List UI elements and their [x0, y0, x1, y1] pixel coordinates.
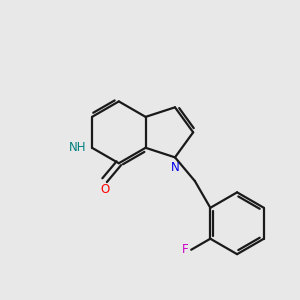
- Text: NH: NH: [69, 141, 87, 154]
- Text: F: F: [182, 243, 188, 256]
- Text: O: O: [100, 183, 109, 196]
- Text: N: N: [171, 161, 179, 174]
